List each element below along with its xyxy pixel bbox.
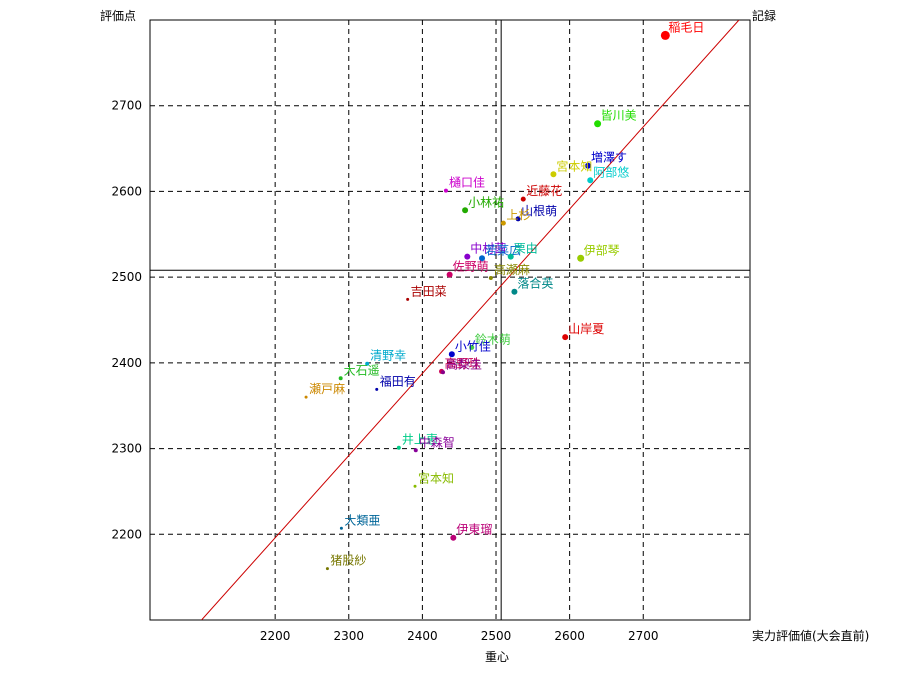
data-point-label: 高野珠: [445, 355, 481, 370]
data-point-label: 大石遥: [344, 363, 380, 377]
y-axis-label-left: 評価点: [100, 8, 136, 23]
data-point-label: 山根萌: [521, 204, 557, 218]
data-point: [594, 120, 602, 128]
data-point: [339, 526, 343, 530]
data-point-label: 佐野萌: [453, 260, 489, 274]
y-axis-label-right: 記録: [752, 8, 776, 23]
data-point: [413, 484, 417, 488]
data-point: [448, 351, 455, 358]
data-point-label: 増澤す: [591, 151, 627, 165]
data-point: [469, 344, 475, 350]
data-point: [304, 395, 308, 399]
data-point-label: 瀬戸麻: [309, 381, 345, 396]
data-point-label: 皆川美: [601, 109, 637, 123]
data-point-label: 清野幸: [370, 349, 406, 363]
data-point: [585, 162, 592, 169]
data-point-label: 上杉: [506, 208, 530, 222]
data-point-label: 小林祐: [468, 195, 504, 209]
data-point: [550, 171, 557, 178]
x-axis-label-right: 実力評価値(大会直前): [752, 628, 869, 643]
y-tick-label: 2500: [111, 270, 142, 284]
data-point-label: 吉田菜: [411, 284, 447, 298]
data-point: [413, 448, 418, 453]
data-point: [406, 297, 410, 301]
data-point: [488, 276, 493, 280]
data-point-label: 宮本知: [418, 470, 454, 485]
regression-line: [201, 20, 740, 620]
data-point-label: 近藤花: [526, 183, 562, 198]
data-point: [562, 334, 569, 341]
data-point-label: 井上恵: [402, 433, 438, 447]
data-point-label: 鈴木萌: [475, 331, 511, 346]
data-point: [443, 188, 448, 193]
y-tick-label: 2600: [111, 184, 142, 198]
data-point: [338, 376, 343, 381]
y-tick-label: 2300: [111, 442, 142, 456]
data-point-label: 宮本知: [556, 158, 592, 173]
data-point-label: 中森智: [419, 434, 455, 449]
data-point: [660, 30, 670, 40]
data-point: [577, 254, 585, 262]
data-point: [446, 271, 453, 278]
data-point: [396, 445, 401, 450]
data-point: [441, 370, 446, 375]
data-point: [365, 361, 370, 366]
y-tick-label: 2700: [111, 99, 142, 113]
data-point-label: 樋口佳: [449, 175, 485, 190]
y-tick-label: 2200: [111, 527, 142, 541]
data-point-label: 落合英: [517, 276, 553, 291]
data-point: [464, 253, 471, 260]
data-point: [507, 253, 514, 260]
data-point: [587, 177, 594, 184]
data-point-label: 伊東瑠: [456, 523, 492, 537]
y-tick-label: 2400: [111, 356, 142, 370]
data-point: [515, 216, 521, 222]
x-tick-label: 2400: [407, 629, 438, 643]
x-tick-label: 2200: [260, 629, 291, 643]
data-point-label: 栗由: [514, 242, 538, 256]
x-tick-label: 2300: [333, 629, 364, 643]
data-point: [479, 255, 486, 262]
data-point-label: 小竹佳: [455, 339, 491, 353]
data-point-label: 稲毛日: [668, 20, 704, 34]
data-point-label: 高梨圭: [446, 356, 482, 371]
data-point: [500, 220, 506, 226]
data-point-label: 伊部琴: [584, 242, 620, 257]
x-tick-label: 2700: [628, 629, 659, 643]
data-point-label: 福田有: [380, 373, 416, 388]
data-point: [520, 196, 526, 202]
x-tick-label: 2600: [554, 629, 585, 643]
data-point: [325, 567, 329, 571]
data-point-label: 大類亜: [344, 513, 380, 527]
data-point: [462, 207, 469, 214]
data-point-label: 中村茜: [470, 241, 506, 256]
data-point: [511, 288, 518, 295]
x-tick-label: 2500: [481, 629, 512, 643]
data-point-label: 若菜広: [485, 243, 521, 257]
data-point-label: 猪股紗: [330, 554, 366, 568]
data-point-label: 山岸夏: [568, 322, 604, 336]
data-point-label: 高瀬麻: [494, 262, 530, 277]
x-axis-label-bottom: 重心: [485, 650, 509, 664]
data-point-label: 阿部悠: [593, 164, 629, 179]
plot-frame: [149, 19, 751, 621]
data-point: [450, 534, 457, 541]
data-point: [375, 387, 379, 391]
